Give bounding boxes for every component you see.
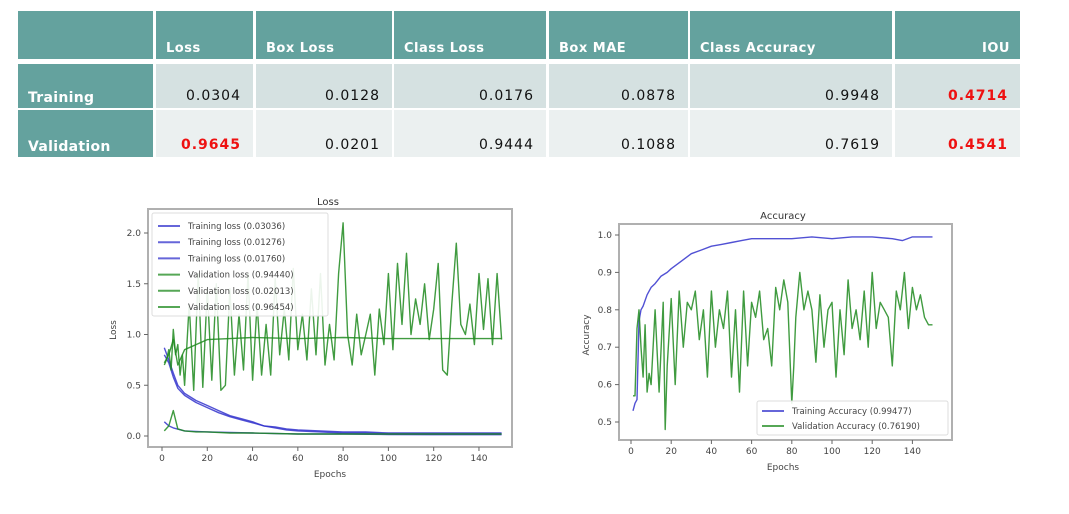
training-iou: 0.4714	[895, 64, 1020, 108]
x-tick-label: 0	[628, 447, 634, 457]
legend-label: Training loss (0.01276)	[187, 238, 285, 248]
legend-label: Validation loss (0.02013)	[188, 287, 294, 297]
header-corner	[18, 11, 153, 59]
y-tick-label: 0.8	[598, 306, 613, 316]
x-tick-label: 80	[337, 454, 349, 464]
training-box-mae: 0.0878	[549, 64, 688, 108]
validation-loss: 0.9645	[156, 110, 253, 157]
accuracy-ylabel: Accuracy	[582, 314, 592, 356]
loss-xlabel: Epochs	[314, 470, 347, 480]
loss-legend: Training loss (0.03036) Training loss (0.…	[151, 212, 329, 317]
legend-label: Training loss (0.01760)	[187, 254, 285, 264]
accuracy-xlabel: Epochs	[767, 463, 800, 473]
loss-axes: 0 20 40 60 80 100 120 140 0.0 0.5 1.0 1.5 2.0	[127, 229, 488, 464]
y-tick-label: 0.7	[598, 343, 612, 353]
y-tick-label: 0.6	[598, 381, 613, 391]
accuracy-legend: Training Accuracy (0.99477) Validation Ac…	[756, 400, 949, 436]
legend-label: Validation loss (0.96454)	[188, 303, 294, 313]
header-box-loss: Box Loss	[256, 11, 392, 59]
accuracy-axes: 0 20 40 60 80 100 120 140 0.5 0.6 0.7 0.8 0.9 1.0	[598, 231, 922, 457]
series-line	[163, 222, 503, 391]
y-tick-label: 0.9	[598, 268, 613, 278]
x-tick-label: 20	[202, 454, 214, 464]
row-label-training: Training	[18, 64, 153, 108]
training-class-accuracy: 0.9948	[690, 64, 892, 108]
training-box-loss: 0.0128	[256, 64, 392, 108]
x-tick-label: 40	[247, 454, 259, 464]
accuracy-chart-title: Accuracy	[760, 211, 806, 222]
header-class-accuracy: Class Accuracy	[690, 11, 892, 59]
accuracy-series-group	[632, 236, 933, 431]
row-label-validation: Validation	[18, 110, 153, 157]
y-tick-label: 0.5	[127, 381, 141, 391]
x-tick-label: 140	[470, 454, 487, 464]
x-tick-label: 20	[665, 447, 677, 457]
loss-ylabel: Loss	[109, 320, 119, 340]
series-line	[633, 271, 933, 431]
x-tick-label: 100	[380, 454, 397, 464]
series-line	[163, 336, 502, 366]
x-tick-label: 60	[746, 447, 758, 457]
legend-label: Validation loss (0.94440)	[188, 271, 294, 281]
x-tick-label: 60	[292, 454, 304, 464]
series-line	[632, 236, 933, 411]
y-tick-label: 1.0	[127, 331, 142, 341]
validation-iou: 0.4541	[895, 110, 1020, 157]
training-loss: 0.0304	[156, 64, 253, 108]
y-tick-label: 0.0	[127, 432, 142, 442]
validation-box-loss: 0.0201	[256, 110, 392, 157]
validation-box-mae: 0.1088	[549, 110, 688, 157]
x-tick-label: 40	[706, 447, 718, 457]
x-tick-label: 100	[823, 447, 840, 457]
training-class-loss: 0.0176	[394, 64, 546, 108]
y-tick-label: 1.5	[127, 280, 141, 290]
validation-class-loss: 0.9444	[394, 110, 546, 157]
series-line	[163, 409, 502, 435]
x-tick-label: 120	[425, 454, 442, 464]
x-tick-label: 0	[159, 454, 165, 464]
x-tick-label: 120	[864, 447, 881, 457]
header-iou: IOU	[895, 11, 1020, 59]
x-tick-label: 80	[786, 447, 798, 457]
header-loss: Loss	[156, 11, 253, 59]
legend-label: Training Accuracy (0.99477)	[791, 407, 912, 417]
y-tick-label: 2.0	[127, 229, 142, 239]
loss-chart-title: Loss	[317, 197, 339, 208]
loss-series-group	[163, 222, 503, 436]
validation-class-accuracy: 0.7619	[690, 110, 892, 157]
legend-label: Validation Accuracy (0.76190)	[792, 422, 920, 432]
header-box-mae: Box MAE	[549, 11, 688, 59]
legend-label: Training loss (0.03036)	[187, 222, 285, 232]
x-tick-label: 140	[904, 447, 921, 457]
y-tick-label: 0.5	[598, 418, 612, 428]
header-class-loss: Class Loss	[394, 11, 546, 59]
y-tick-label: 1.0	[598, 231, 613, 241]
